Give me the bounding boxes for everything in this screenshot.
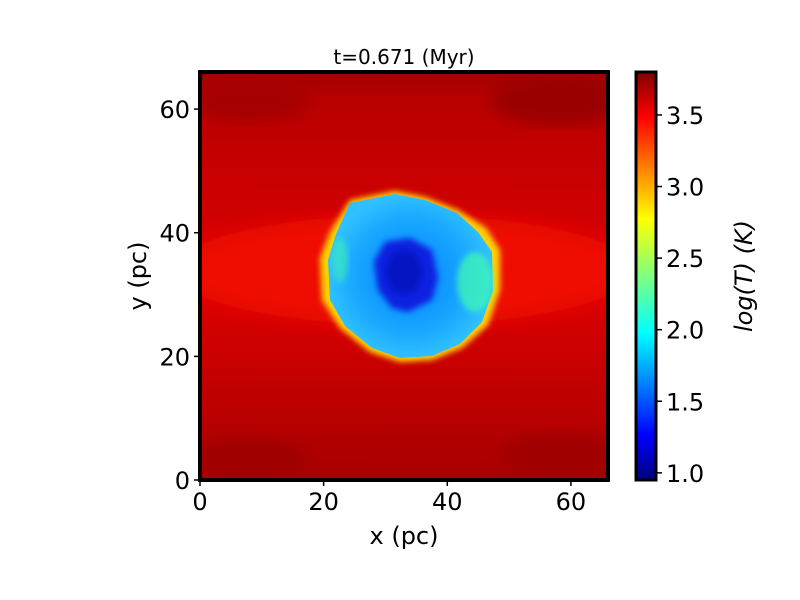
y-axis-ticks: 0 20 40 60 <box>159 96 200 495</box>
colorbar-tick-label: 1.5 <box>666 388 704 416</box>
colorbar-tick-label: 1.0 <box>666 460 704 488</box>
x-tick-label: 60 <box>556 488 587 516</box>
colorbar-label: log(T) (K) <box>730 220 758 332</box>
x-axis-ticks: 0 20 40 60 <box>192 480 586 516</box>
x-tick-label: 40 <box>432 488 463 516</box>
colorbar <box>634 70 658 482</box>
x-axis-label: x (pc) <box>370 522 439 550</box>
plot-frame <box>198 70 610 482</box>
chart-title: t=0.671 (Myr) <box>333 45 474 69</box>
y-tick-label: 20 <box>159 343 190 371</box>
colorbar-tick-label: 2.0 <box>666 317 704 345</box>
colorbar-tick-label: 2.5 <box>666 245 704 273</box>
x-tick-label: 20 <box>308 488 339 516</box>
y-axis-label: y (pc) <box>124 242 152 311</box>
heatmap-field <box>200 72 608 480</box>
colorbar-tick-label: 3.5 <box>666 102 704 130</box>
y-tick-label: 40 <box>159 220 190 248</box>
colorbar-ticks: 1.0 1.5 2.0 2.5 3.0 3.5 <box>656 102 704 488</box>
colorbar-tick-label: 3.0 <box>666 174 704 202</box>
x-tick-label: 0 <box>192 488 207 516</box>
y-tick-label: 0 <box>175 467 190 495</box>
y-tick-label: 60 <box>159 96 190 124</box>
